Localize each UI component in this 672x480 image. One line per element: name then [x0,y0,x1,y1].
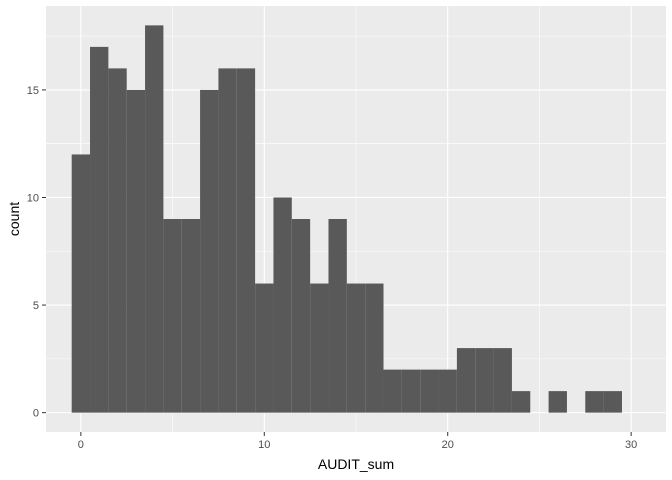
x-tick-label: 0 [78,439,84,451]
x-tick-label: 30 [625,439,637,451]
y-axis-title: count [6,202,22,236]
y-tick-label: 15 [27,85,39,97]
histogram-bar [71,154,91,413]
histogram-bar [401,369,421,413]
histogram-bar [365,283,384,413]
histogram-bar [310,283,329,413]
histogram-bar [145,25,164,413]
histogram-bar [90,46,109,413]
histogram-bar [108,68,127,413]
y-tick-label: 10 [27,192,39,204]
histogram-bar [273,197,292,413]
histogram-bar [548,391,567,413]
y-axis: 0 5 10 15 [27,85,46,420]
histogram-bar [511,391,531,413]
histogram-bar [200,89,219,413]
histogram-bar [218,68,237,413]
histogram-bar [126,89,146,413]
x-axis-title: AUDIT_sum [318,456,394,472]
y-tick-label: 0 [33,408,39,420]
histogram-bars [71,25,622,413]
histogram-bar [346,283,366,413]
y-tick-label: 5 [33,300,39,312]
histogram-bar [181,219,201,413]
histogram-bar [291,219,311,413]
x-tick-label: 10 [258,439,270,451]
histogram-bar [493,348,512,413]
histogram-bar [585,391,604,413]
histogram-bar [420,369,439,413]
histogram-bar [456,348,476,413]
histogram-bar [236,68,256,413]
histogram-bar [255,283,274,413]
histogram-bar [475,348,494,413]
histogram-bar [163,219,182,413]
histogram-bar [438,369,457,413]
histogram-bar [328,219,347,413]
x-tick-label: 20 [442,439,454,451]
histogram-bar [383,369,402,413]
histogram-bar [603,391,622,413]
x-axis: 0 10 20 30 [78,432,637,451]
